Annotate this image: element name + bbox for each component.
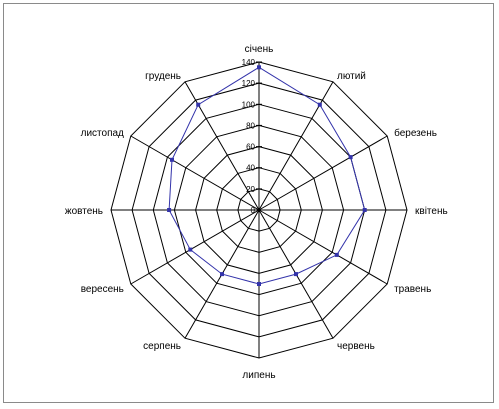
tick-label: 0 (251, 206, 256, 215)
tick-label: 140 (242, 58, 256, 67)
axis-spoke (258, 135, 388, 211)
category-label: квітень (415, 206, 448, 217)
axis-spoke (130, 209, 260, 285)
data-point (334, 252, 339, 257)
category-label: червень (337, 341, 375, 352)
data-point (167, 208, 172, 212)
category-label: серпень (143, 341, 181, 352)
chart-area: 0 20 40 60 80 100 120 140 січень лютий березень кві… (3, 3, 494, 403)
axis-spoke (130, 135, 260, 211)
data-point (257, 282, 261, 286)
category-label: вересень (81, 284, 124, 295)
data-point (362, 208, 367, 212)
tick-label: 60 (246, 143, 255, 152)
category-label: жовтень (65, 206, 103, 217)
category-label: березень (394, 127, 437, 139)
tick-label: 80 (246, 121, 255, 130)
data-point (257, 65, 261, 70)
radar-chart: 0 20 40 60 80 100 120 140 січень лютий березень кві… (65, 44, 448, 381)
data-point (317, 102, 322, 107)
tick-label: 120 (242, 79, 256, 88)
axis-spoke (258, 209, 388, 285)
tick-label: 100 (242, 100, 256, 109)
data-point (294, 272, 298, 277)
data-point (196, 102, 201, 107)
tick-label: 40 (246, 164, 255, 173)
data-point (348, 155, 353, 160)
category-label: листопад (81, 128, 124, 139)
data-point (188, 247, 193, 252)
data-point (220, 272, 224, 277)
category-label: грудень (145, 71, 181, 82)
category-label: липень (242, 370, 275, 381)
category-label: січень (245, 44, 274, 55)
category-label: лютий (337, 71, 366, 82)
category-label: травень (394, 284, 431, 295)
data-point (170, 157, 174, 162)
tick-label: 20 (246, 185, 255, 194)
